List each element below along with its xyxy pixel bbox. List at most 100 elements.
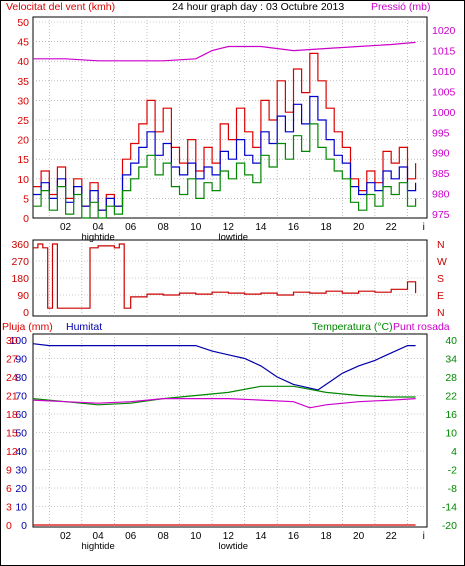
x-tick-label: 18 bbox=[320, 531, 332, 542]
y-tick-label: 10 bbox=[15, 502, 27, 514]
x-tick-label: 10 bbox=[190, 531, 202, 542]
tide-annotation: hightide bbox=[81, 541, 114, 552]
plot-area bbox=[32, 16, 428, 219]
y-tick-label: 15 bbox=[6, 428, 18, 440]
y-tick-label: 22 bbox=[445, 391, 457, 403]
y-tick-label: 45 bbox=[17, 37, 29, 49]
y-tick-label: 28 bbox=[445, 372, 457, 384]
tide-annotation: lowtide bbox=[218, 232, 248, 243]
y-tick-label: 20 bbox=[17, 135, 29, 147]
temperature-axis-title: Temperatura (°C) bbox=[312, 321, 393, 333]
y-tick-label: 1005 bbox=[432, 86, 456, 98]
y-tick-label: 12 bbox=[6, 446, 18, 458]
y-tick-label: -20 bbox=[442, 520, 457, 532]
y-tick-label: 21 bbox=[6, 391, 18, 403]
tide-annotation: lowtide bbox=[218, 541, 248, 552]
compass-label: S bbox=[437, 273, 444, 285]
avg-line bbox=[33, 123, 417, 219]
y-tick-label: 1000 bbox=[432, 107, 456, 119]
y-tick-label: 990 bbox=[432, 148, 450, 160]
y-tick-label: 995 bbox=[432, 127, 450, 139]
y-tick-label: 1020 bbox=[432, 25, 456, 37]
y-tick-label: 10 bbox=[17, 174, 29, 186]
y-tick-label: 10 bbox=[445, 428, 457, 440]
y-tick-label: 20 bbox=[15, 483, 27, 495]
temperature-line bbox=[32, 385, 416, 406]
y-tick-label: 27 bbox=[6, 354, 18, 366]
x-tick-label: 20 bbox=[353, 531, 365, 542]
y-tick-label: 975 bbox=[432, 209, 450, 221]
x-tick-label: 04 bbox=[93, 531, 105, 542]
y-tick-label: 50 bbox=[17, 17, 29, 29]
y-tick-label: 35 bbox=[17, 76, 29, 88]
y-tick-label: 0 bbox=[23, 213, 29, 225]
y-tick-label: 270 bbox=[11, 256, 29, 268]
y-tick-label: 100 bbox=[9, 335, 27, 347]
y-tick-label: 50 bbox=[15, 428, 27, 440]
y-tick-label: 1015 bbox=[432, 46, 456, 58]
y-tick-label: 180 bbox=[11, 273, 29, 285]
compass-label: W bbox=[437, 256, 447, 268]
y-tick-label: 25 bbox=[17, 115, 29, 127]
y-tick-label: -2 bbox=[448, 465, 457, 477]
pressure-line bbox=[33, 41, 416, 62]
y-tick-label: 5 bbox=[23, 193, 29, 205]
x-tick-label: 22 bbox=[386, 531, 398, 542]
y-tick-label: 40 bbox=[17, 56, 29, 68]
compass-label: N bbox=[437, 239, 445, 251]
compass-label: E bbox=[437, 290, 444, 302]
y-tick-label: 9 bbox=[6, 465, 12, 477]
x-tick-label: 08 bbox=[158, 222, 170, 233]
y-tick-label: 6 bbox=[6, 483, 12, 495]
wind-pressure-panel: 0510152025303540455097598098599099510001… bbox=[17, 16, 456, 243]
x-tick-label: 06 bbox=[125, 531, 137, 542]
wind-axis-title: Velocitat del vent (kmh) bbox=[6, 1, 115, 13]
x-tick-label: 22 bbox=[386, 222, 398, 233]
y-tick-label: 30 bbox=[15, 465, 27, 477]
dewpoint-line bbox=[32, 398, 416, 409]
x-tick-label: 18 bbox=[320, 222, 332, 233]
x-tick-label: 14 bbox=[255, 222, 267, 233]
y-tick-label: 985 bbox=[432, 168, 450, 180]
pressure-axis-title: Pressió (mb) bbox=[371, 1, 431, 13]
y-tick-label: 34 bbox=[445, 354, 457, 366]
x-tick-label: 08 bbox=[158, 531, 170, 542]
y-tick-label: 0 bbox=[23, 307, 29, 319]
graph-title: 24 hour graph day : 03 Octubre 2013 bbox=[172, 1, 344, 13]
dewpoint-axis-title: Punt rosada bbox=[393, 321, 450, 333]
y-tick-label: 90 bbox=[17, 290, 29, 302]
humidity-line bbox=[32, 343, 416, 391]
x-tick-label: 06 bbox=[125, 222, 137, 233]
y-tick-label: 0 bbox=[6, 520, 12, 532]
x-tick-label: 02 bbox=[60, 531, 72, 542]
speed-line bbox=[33, 95, 417, 211]
x-tick-label: 10 bbox=[190, 222, 202, 233]
y-tick-label: 60 bbox=[15, 409, 27, 421]
y-tick-label: 24 bbox=[6, 372, 18, 384]
y-tick-label: 40 bbox=[445, 335, 457, 347]
x-tick-label: i bbox=[423, 222, 425, 233]
y-tick-label: 30 bbox=[17, 95, 29, 107]
y-tick-label: 40 bbox=[15, 446, 27, 458]
y-tick-label: 3 bbox=[6, 502, 12, 514]
x-tick-label: 20 bbox=[353, 222, 365, 233]
x-tick-label: 04 bbox=[93, 222, 105, 233]
y-tick-label: 70 bbox=[15, 391, 27, 403]
y-tick-label: 980 bbox=[432, 189, 450, 201]
compass-label: N bbox=[437, 307, 445, 319]
plot-area bbox=[32, 239, 428, 317]
y-tick-label: 18 bbox=[6, 409, 18, 421]
plot-area bbox=[32, 333, 428, 528]
y-tick-label: 15 bbox=[17, 154, 29, 166]
x-tick-label: 16 bbox=[288, 222, 300, 233]
y-tick-label: 30 bbox=[6, 335, 18, 347]
x-tick-label: 02 bbox=[60, 222, 72, 233]
y-tick-label: 80 bbox=[15, 372, 27, 384]
x-tick-label: 12 bbox=[223, 531, 235, 542]
y-tick-label: -14 bbox=[442, 502, 457, 514]
x-tick-label: i bbox=[423, 531, 425, 542]
rain-axis-title: Pluja (mm) bbox=[2, 321, 53, 333]
tide-annotation: hightide bbox=[81, 232, 114, 243]
